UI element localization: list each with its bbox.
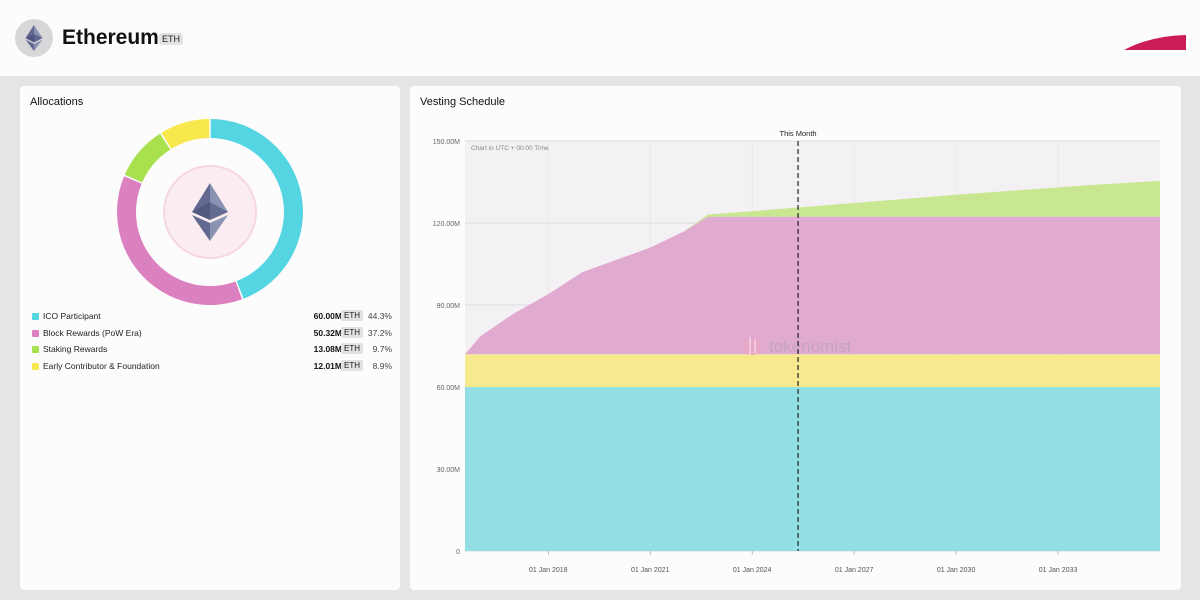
vesting-title: Vesting Schedule xyxy=(420,96,506,108)
y-tick-label: 60.00M xyxy=(437,385,461,392)
legend-label: ICO Participant xyxy=(43,311,101,321)
watermark: tokenomist xyxy=(743,337,851,356)
legend-unit: ETH xyxy=(341,310,363,321)
y-tick-label: 0 xyxy=(456,549,460,556)
legend-swatch xyxy=(32,313,39,320)
accent-shape xyxy=(1124,35,1186,50)
area-series-3[interactable] xyxy=(465,180,1160,355)
x-tick-label: 01 Jan 2027 xyxy=(835,567,874,574)
x-tick-label: 01 Jan 2021 xyxy=(631,567,670,574)
allocations-legend: ICO Participant 60.00M ETH 44.3% Block Rewar… xyxy=(30,310,392,376)
donut-slice-ico-participant[interactable] xyxy=(210,119,304,299)
legend-swatch xyxy=(32,362,39,370)
legend-amount: 12.01M xyxy=(313,360,342,371)
y-tick-label: 150.00M xyxy=(433,139,460,146)
vesting-card: Vesting Schedule 0 30.00M 60.00M 90.00M 120.… xyxy=(410,86,1181,590)
donut-slice-block-rewards-pow-era[interactable] xyxy=(116,176,243,305)
ethereum-icon xyxy=(192,183,228,241)
legend-item[interactable]: Early Contributor & Foundation 12.01M ETH 8… xyxy=(30,359,392,377)
page-title: Ethereum xyxy=(62,26,159,49)
x-tick-label: 01 Jan 2033 xyxy=(1039,567,1078,574)
allocations-donut-chart xyxy=(116,119,304,305)
area-series-1[interactable] xyxy=(465,354,1160,387)
top-bar: Ethereum ETH xyxy=(0,0,1200,76)
legend-amount: 60.00M xyxy=(313,311,342,321)
x-tick-label: 01 Jan 2024 xyxy=(733,567,772,574)
chart-timezone-note: Chart in UTC + 00:00 Time xyxy=(471,145,549,152)
legend-amount: 13.08M xyxy=(313,344,342,354)
y-tick-label: 30.00M xyxy=(437,467,461,474)
watermark-text: tokenomist xyxy=(769,337,851,356)
y-tick-label: 90.00M xyxy=(437,303,461,310)
legend-label: Early Contributor & Foundation xyxy=(43,360,160,371)
legend-item[interactable]: Staking Rewards 13.08M ETH 9.7% xyxy=(30,343,392,360)
legend-item[interactable]: Block Rewards (PoW Era) 50.32M ETH 37.2% xyxy=(30,326,392,344)
legend-item[interactable]: ICO Participant 60.00M ETH 44.3% xyxy=(30,310,392,327)
legend-amount: 50.32M xyxy=(313,327,342,338)
legend-percent: 8.9% xyxy=(372,360,392,371)
legend-percent: 37.2% xyxy=(367,327,392,338)
y-tick-label: 120.00M xyxy=(433,221,460,228)
area-series-0[interactable] xyxy=(465,387,1160,551)
legend-percent: 9.7% xyxy=(372,344,392,354)
legend-swatch xyxy=(32,346,39,353)
legend-unit: ETH xyxy=(341,359,363,371)
legend-label: Block Rewards (PoW Era) xyxy=(43,327,142,338)
ethereum-icon xyxy=(15,19,53,57)
donut-slice-early-contributor-foundation[interactable] xyxy=(161,119,210,149)
area-series-2[interactable] xyxy=(465,216,1160,355)
x-tick-label: 01 Jan 2018 xyxy=(529,567,568,574)
allocations-card: Allocations ICO Participant 60.00M ETH 44.3… xyxy=(20,86,400,590)
donut-slice-staking-rewards[interactable] xyxy=(124,133,171,183)
legend-label: Staking Rewards xyxy=(43,344,108,354)
legend-unit: ETH xyxy=(341,343,363,354)
ticker-badge: ETH xyxy=(159,33,183,45)
x-tick-label: 01 Jan 2030 xyxy=(937,567,976,574)
this-month-label: This Month xyxy=(780,129,817,138)
vesting-area-chart: 0 30.00M 60.00M 90.00M 120.00M 150.00M 01 Jan … xyxy=(433,129,1160,574)
allocations-title: Allocations xyxy=(30,96,84,108)
legend-unit: ETH xyxy=(341,326,363,338)
legend-percent: 44.3% xyxy=(367,311,392,321)
legend-swatch xyxy=(32,329,39,337)
